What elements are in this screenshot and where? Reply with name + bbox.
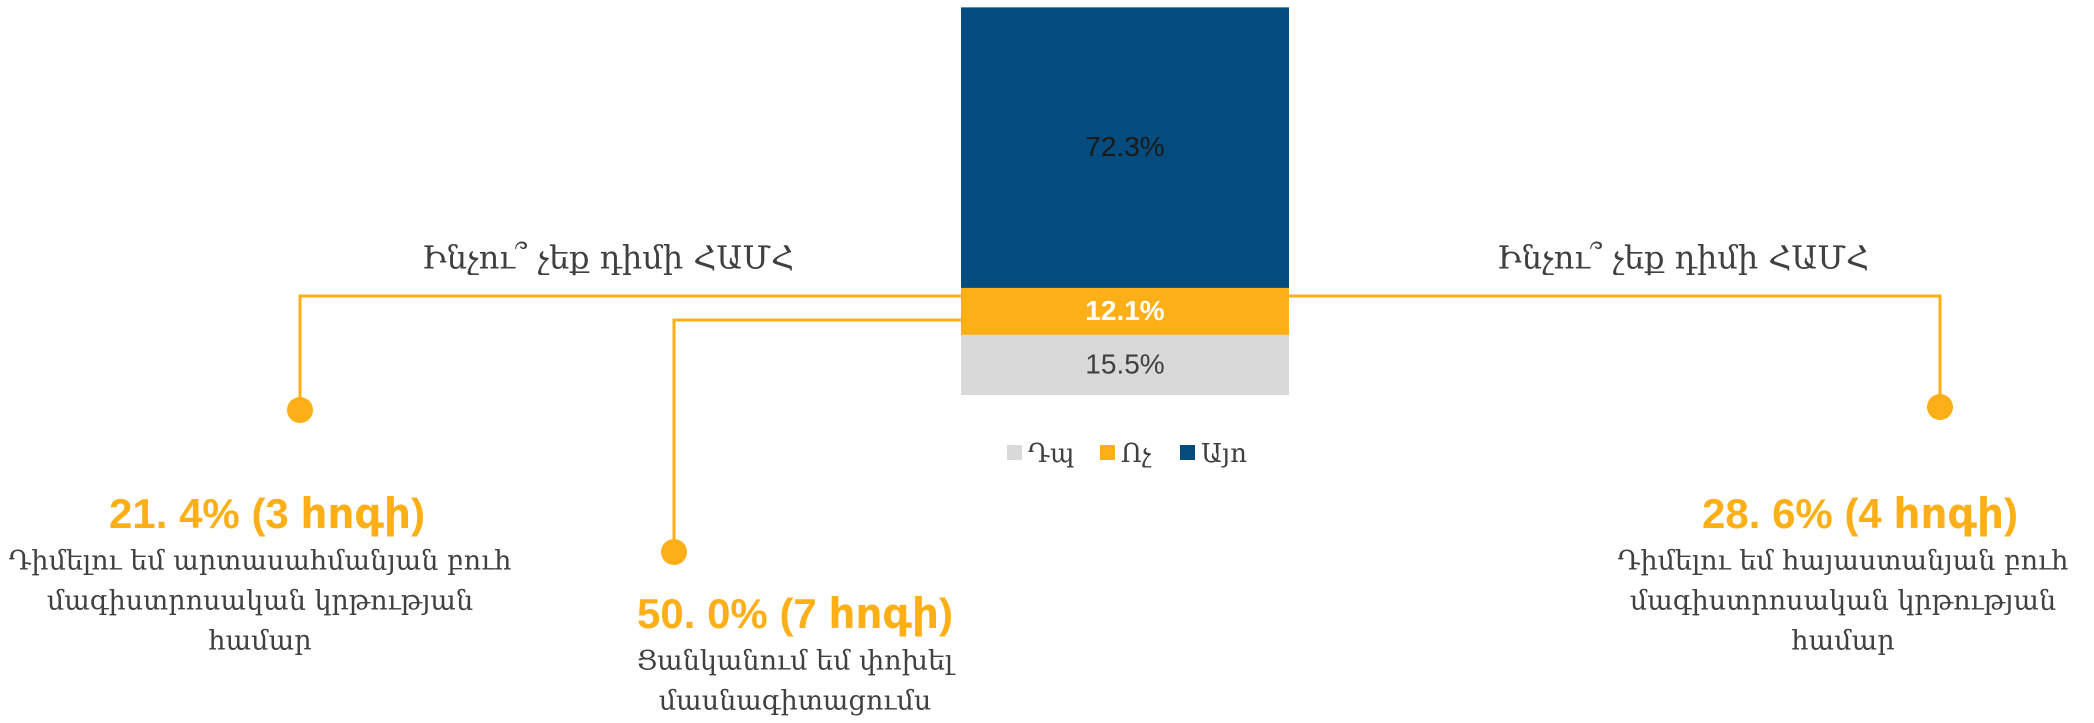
callout-headline: 50. 0% (7 հոգի) [637, 590, 953, 637]
callout-text: մագիստրոսական կրթության [47, 586, 473, 617]
callout-headline: 28. 6% (4 հոգի) [1702, 490, 2018, 537]
bar-segment [961, 287, 1289, 335]
connector-dot [287, 397, 313, 423]
legend-swatch [1180, 445, 1195, 460]
callout-text: մագիստրոսական կրթության [1630, 586, 2056, 617]
legend-label: Այո [1201, 439, 1247, 469]
connector-line [298, 294, 961, 410]
connector-dot [661, 539, 687, 565]
bar-value-label: 72.3% [1085, 131, 1164, 162]
callout-text: Դիմելու եմ հայաստանյան բուհ [1618, 546, 2069, 577]
callout-text: մասնագիտացումս [659, 686, 932, 717]
callout-text: Ցանկանում եմ փոխել [637, 646, 956, 677]
legend-label: Դպ [1028, 439, 1074, 469]
callout-text: Դիմելու եմ արտասահմանյան բուհ [9, 546, 512, 577]
connector-dot [1927, 394, 1953, 420]
callout-text: համար [208, 626, 311, 657]
callout-title: Ինչու՞ չեք դիմի ՀԱՄՀ [422, 239, 794, 277]
callout-title: Ինչու՞ չեք դիմի ՀԱՄՀ [1497, 239, 1869, 277]
legend-label: Ոչ [1121, 439, 1152, 469]
bar-segment [961, 334, 1289, 395]
connector-line [1289, 294, 1942, 407]
legend-swatch [1100, 445, 1115, 460]
callout-text: համար [1791, 626, 1894, 657]
legend-swatch [1007, 445, 1022, 460]
connectors [298, 294, 1942, 552]
bar-value-label: 15.5% [1085, 348, 1164, 379]
bar-segment [961, 7, 1289, 288]
connector-line [672, 318, 961, 552]
callout-headline: 21. 4% (3 հոգի) [109, 490, 425, 537]
bar-value-label: 12.1% [1085, 295, 1164, 326]
connector-dots [287, 394, 1953, 565]
